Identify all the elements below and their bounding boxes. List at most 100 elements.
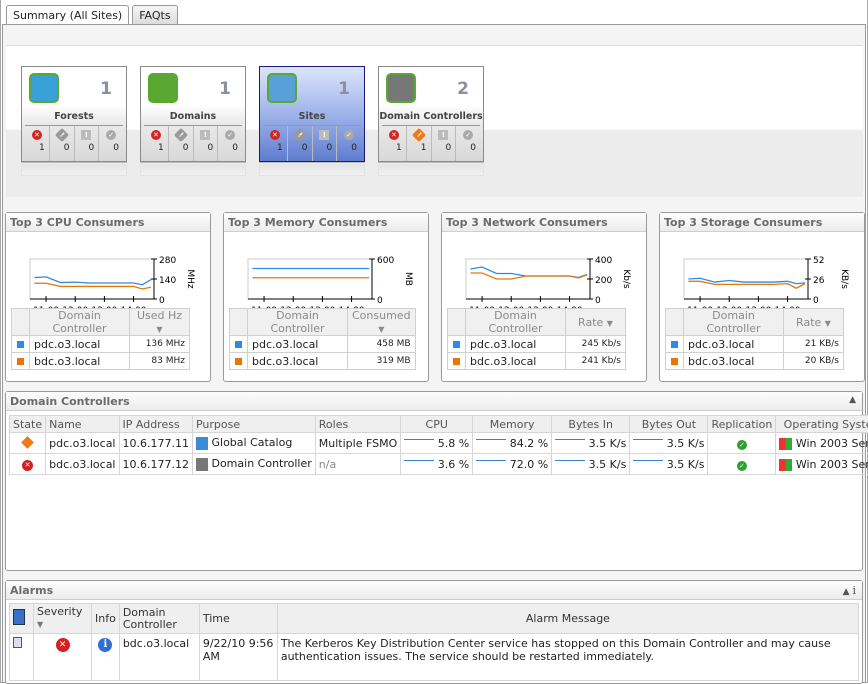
tab-bar: Summary (All Sites) FAQts: [6, 5, 178, 25]
sparkline: [404, 460, 434, 468]
column-header[interactable]: Bytes Out: [630, 416, 708, 433]
column-domain-controller[interactable]: Domain Controller: [684, 309, 784, 336]
column-header[interactable]: Purpose: [192, 416, 315, 433]
column-alarm-message[interactable]: Alarm Message: [277, 604, 858, 634]
tile-stat[interactable]: ✕1: [25, 126, 50, 161]
tile-count: 1: [100, 79, 112, 99]
trend-chart: 5226011:0012:0013:0014:00KB/s: [660, 239, 860, 309]
y-tick-label: 0: [813, 296, 819, 306]
column-value[interactable]: Used Hz ▼: [130, 309, 190, 336]
tile-label: Domains: [141, 111, 245, 122]
sparkline: [555, 460, 585, 468]
alarm-row[interactable]: ✕ i bdc.o3.local 9/22/10 9:56 AM The Ker…: [10, 634, 859, 681]
y-axis-label: MB: [403, 272, 413, 286]
tab-faqts[interactable]: FAQts: [132, 5, 177, 24]
column-time[interactable]: Time: [199, 604, 277, 634]
panel-title: Top 3 Network Consumers: [442, 213, 646, 232]
consumers-panel: Top 3 Network Consumers 400200011:0012:0…: [441, 212, 647, 382]
tile-reflection: [140, 164, 246, 176]
critical-icon: ✕: [56, 638, 70, 652]
alarms-panel: Alarms▲ i Severity ▼ Info Domain Control…: [5, 580, 863, 684]
tile-stat[interactable]: !0: [313, 126, 338, 161]
y-tick-label: 200: [595, 276, 612, 286]
critical-icon: ✕: [270, 130, 280, 140]
normal-icon: ✓: [225, 130, 235, 140]
tile-stat[interactable]: !0: [288, 126, 313, 161]
info-icon[interactable]: i: [98, 638, 112, 652]
column-header[interactable]: Bytes In: [552, 416, 630, 433]
column-header[interactable]: Operating System: [776, 416, 868, 433]
tile-stat[interactable]: !0: [50, 126, 75, 161]
collapse-icon[interactable]: ▲: [843, 587, 850, 597]
column-header[interactable]: Replication: [708, 416, 776, 433]
column-domain-controller[interactable]: Domain Controller: [119, 604, 199, 634]
collapse-icon[interactable]: ▲: [849, 395, 856, 405]
column-domain-controller[interactable]: Domain Controller: [466, 309, 566, 336]
column-header[interactable]: IP Address: [119, 416, 192, 433]
global-catalog-icon: [196, 437, 208, 450]
tile-stat[interactable]: ✓0: [456, 126, 480, 161]
tile-stat[interactable]: ✕1: [382, 126, 407, 161]
y-tick-label: 26: [813, 276, 825, 286]
column-header[interactable]: State: [10, 416, 46, 433]
info-help-icon[interactable]: i: [852, 584, 856, 597]
tile-count: 2: [457, 79, 469, 99]
major-icon: !: [412, 128, 426, 142]
consumers-panel: Top 3 CPU Consumers 280140011:0012:0013:…: [5, 212, 211, 382]
plot-area: [248, 259, 372, 299]
tile-count: 1: [338, 79, 350, 99]
ad-column-icon[interactable]: [13, 609, 25, 625]
y-tick-label: 400: [595, 256, 612, 266]
tile-count: 1: [219, 79, 231, 99]
column-header[interactable]: Memory: [473, 416, 552, 433]
series-swatch: [671, 341, 678, 348]
column-value[interactable]: Consumed ▼: [348, 309, 416, 336]
tile-stat[interactable]: !0: [432, 126, 457, 161]
column-header[interactable]: Name: [46, 416, 119, 433]
y-tick-label: 280: [159, 256, 176, 266]
sparkline: [404, 439, 434, 447]
tile-stat[interactable]: !0: [75, 126, 100, 161]
alarm-details-icon[interactable]: [13, 637, 22, 648]
sparkline: [633, 439, 663, 447]
column-value[interactable]: Rate ▼: [566, 309, 626, 336]
tile-stat[interactable]: ✕1: [144, 126, 169, 161]
tile-stat[interactable]: ✕1: [263, 126, 288, 161]
warning-icon: !: [438, 130, 448, 140]
tile-reflection: [378, 164, 484, 176]
site-icon: [267, 73, 297, 103]
column-header[interactable]: Roles: [315, 416, 400, 433]
column-value[interactable]: Rate ▼: [784, 309, 844, 336]
column-domain-controller[interactable]: Domain Controller: [30, 309, 130, 336]
tile-stat[interactable]: !1: [407, 126, 432, 161]
alarms-table: Severity ▼ Info Domain Controller Time A…: [9, 603, 859, 681]
critical-icon: ✕: [389, 130, 399, 140]
tab-summary[interactable]: Summary (All Sites): [6, 5, 129, 25]
tile-stat[interactable]: !0: [194, 126, 219, 161]
tile-stat[interactable]: !0: [169, 126, 194, 161]
tile-stat[interactable]: ✓0: [99, 126, 123, 161]
series-swatch: [17, 358, 24, 365]
column-info[interactable]: Info: [92, 604, 120, 634]
column-domain-controller[interactable]: Domain Controller: [248, 309, 348, 336]
tile-stat[interactable]: ✓0: [218, 126, 242, 161]
column-severity[interactable]: Severity ▼: [34, 604, 92, 634]
tile-stat[interactable]: ✓0: [337, 126, 361, 161]
column-header[interactable]: CPU: [401, 416, 473, 433]
